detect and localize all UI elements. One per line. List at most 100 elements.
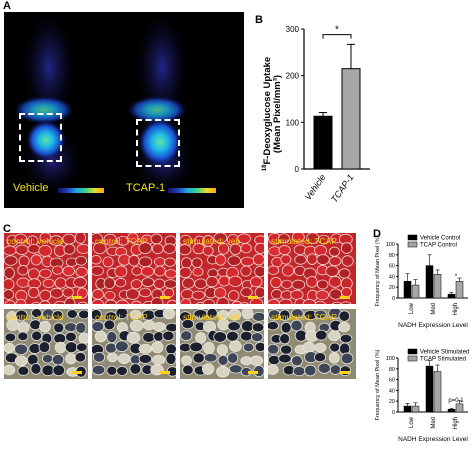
muscle-fiber — [165, 322, 176, 333]
muscle-fiber — [152, 354, 166, 365]
muscle-fiber — [17, 321, 30, 334]
legend-label: Vehicle Stimulated — [420, 350, 469, 356]
muscle-fiber — [314, 342, 327, 353]
muscle-fiber — [191, 290, 206, 301]
tile-8: stimulated; TCAP — [268, 309, 356, 379]
muscle-fiber — [73, 276, 87, 288]
chart-d-bottom: Frequency of Mean Pixel (%) 0 20 40 60 80 100 V… — [375, 348, 469, 443]
ylabel-b-main: F-Deoxyglucose Uptake — [262, 57, 273, 165]
muscle-fiber — [30, 254, 42, 266]
muscle-fiber — [74, 351, 87, 363]
muscle-fiber — [92, 309, 102, 321]
muscle-fiber — [203, 341, 215, 354]
muscle-fiber — [62, 233, 76, 245]
muscle-fiber — [42, 278, 55, 288]
muscle-fiber — [254, 341, 264, 352]
muscle-fiber — [339, 333, 353, 344]
muscle-fiber — [14, 355, 28, 367]
y-tick-label: 60 — [389, 264, 395, 270]
legend-swatch — [407, 234, 418, 241]
muscle-fiber — [52, 265, 63, 275]
muscle-fiber — [306, 276, 318, 288]
muscle-fiber — [227, 321, 241, 332]
muscle-fiber — [153, 331, 165, 342]
muscle-fiber — [318, 234, 330, 245]
muscle-fiber — [216, 365, 230, 378]
muscle-fiber — [93, 351, 106, 363]
x-axis-label: NADH Expression Level — [398, 322, 468, 329]
muscle-fiber — [92, 289, 105, 300]
muscle-fiber — [325, 265, 339, 277]
muscle-fiber — [76, 243, 88, 254]
muscle-fiber — [150, 297, 164, 304]
colorbar-right — [168, 188, 216, 193]
muscle-fiber — [314, 309, 327, 319]
muscle-fiber — [75, 321, 87, 334]
muscle-fiber — [328, 330, 341, 342]
tile-8-image — [268, 309, 354, 377]
muscle-fiber — [268, 298, 280, 304]
muscle-fiber — [153, 265, 166, 277]
muscle-fiber — [203, 353, 218, 363]
y-tick-label: 40 — [389, 274, 395, 280]
y-tick-label: 80 — [389, 367, 395, 373]
legend-label: TCAP Stimulated — [420, 357, 466, 363]
muscle-fiber — [227, 290, 240, 302]
x-tick-label: Med — [431, 417, 437, 429]
muscle-fiber — [92, 364, 106, 376]
muscle-fiber — [189, 341, 203, 353]
muscle-fiber — [75, 266, 88, 278]
muscle-fiber — [54, 277, 67, 289]
muscle-fiber — [216, 297, 230, 304]
muscle-fiber — [254, 242, 264, 254]
bar — [447, 409, 456, 413]
bar — [433, 273, 442, 299]
muscle-fiber — [106, 352, 118, 363]
muscle-fiber — [254, 265, 264, 278]
muscle-fiber — [316, 279, 329, 290]
tile-1-label: control; vehicle — [7, 236, 64, 246]
muscle-fiber — [92, 320, 105, 333]
muscle-fiber — [331, 301, 343, 304]
muscle-fiber — [279, 309, 291, 321]
muscle-fiber — [328, 275, 342, 288]
muscle-fiber — [106, 331, 118, 344]
muscle-fiber — [77, 301, 88, 304]
significance-annotation: * — [455, 274, 458, 280]
muscle-fiber — [92, 265, 104, 276]
muscle-fiber — [314, 352, 327, 363]
muscle-fiber — [314, 300, 327, 304]
muscle-fiber — [38, 341, 51, 354]
muscle-fiber — [165, 352, 176, 365]
x-tick-label: High — [453, 417, 459, 429]
muscle-fiber — [315, 329, 328, 341]
tile-7-image — [180, 309, 264, 378]
muscle-fiber — [316, 254, 330, 265]
muscle-fiber — [27, 268, 40, 280]
muscle-fiber — [180, 288, 194, 300]
muscle-fiber — [268, 354, 281, 366]
muscle-fiber — [242, 342, 255, 353]
legend-swatch — [407, 355, 418, 362]
tile-3-label: stimulated; veh — [183, 236, 241, 246]
muscle-fiber — [268, 364, 279, 375]
muscle-fiber — [281, 279, 293, 289]
significance-bracket — [322, 34, 352, 39]
muscle-fiber — [138, 343, 153, 354]
muscle-fiber — [217, 354, 229, 366]
roi-box-right — [136, 119, 180, 167]
muscle-fiber — [103, 277, 116, 290]
muscle-fiber — [241, 309, 254, 320]
muscle-fiber — [30, 363, 42, 375]
muscle-fiber — [294, 254, 307, 265]
muscle-fiber — [39, 289, 52, 302]
muscle-fiber — [280, 321, 292, 334]
tile-7: stimulated; veh — [180, 309, 264, 379]
muscle-fiber — [180, 257, 193, 269]
muscle-fiber — [103, 319, 116, 331]
muscle-fiber — [49, 287, 64, 299]
legend-swatch — [407, 348, 418, 355]
muscle-fiber — [63, 243, 76, 255]
bar — [411, 405, 420, 413]
muscle-fiber — [154, 257, 166, 267]
